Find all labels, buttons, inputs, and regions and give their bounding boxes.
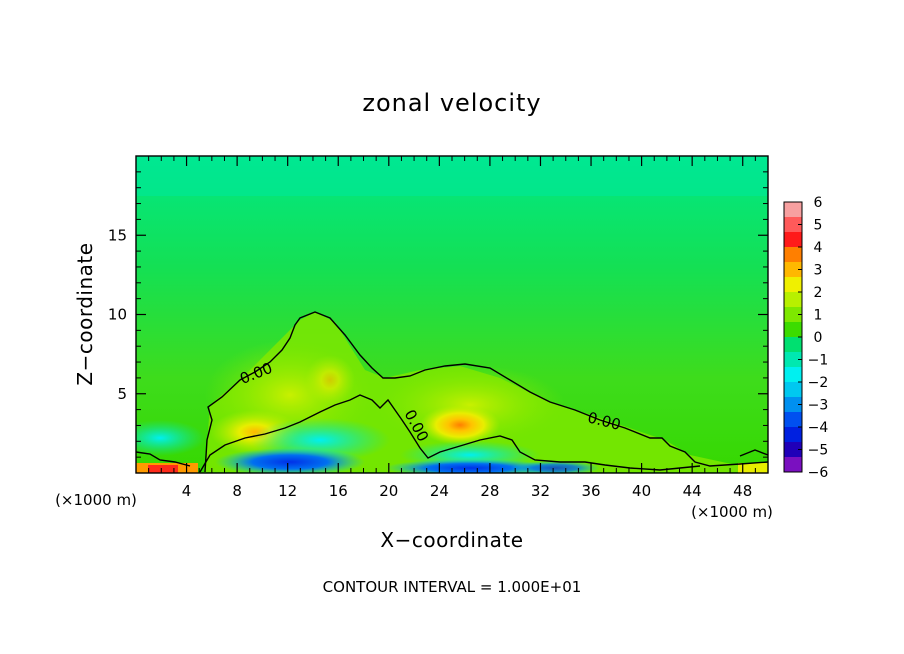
colorbar-swatch	[784, 277, 802, 293]
x-axis-label: X−coordinate	[380, 528, 523, 552]
colorbar-swatch	[784, 427, 802, 443]
colorbar-swatch	[784, 397, 802, 413]
x-unit-left: (×1000 m)	[55, 491, 137, 509]
x-axis-ticks: 4 8 12 16 20 24 28 32 36 40 44 48	[148, 156, 756, 500]
colorbar-swatch	[784, 367, 802, 383]
colorbar-tick-label: 4	[814, 240, 823, 256]
x-tick-label: 28	[480, 482, 499, 500]
colorbar-tick-label: 1	[814, 308, 823, 324]
x-tick-label: 24	[430, 482, 449, 500]
colorbar-swatch	[784, 337, 802, 353]
colorbar-swatch	[784, 307, 802, 323]
colorbar-tick-label: −4	[808, 420, 829, 436]
y-axis-label: Z−coordinate	[73, 242, 97, 385]
colorbar-swatch	[784, 262, 802, 278]
colorbar-tick-label: 5	[814, 218, 823, 234]
colorbar-tick-label: 0	[814, 330, 823, 346]
x-tick-label: 36	[581, 482, 600, 500]
x-tick-label: 48	[733, 482, 752, 500]
colorbar-swatch	[784, 322, 802, 338]
colorbar-tick-label: −1	[808, 353, 829, 369]
colorbar: 6 5 4 3 2 1 0 −1 −2 −3 −4 −5 −6	[783, 195, 829, 481]
colorbar-tick-label: −5	[808, 443, 829, 459]
y-tick-label: 10	[108, 306, 127, 324]
x-tick-label: 12	[278, 482, 297, 500]
y-tick-label: 5	[117, 385, 127, 403]
contour-interval-note: CONTOUR INTERVAL = 1.000E+01	[323, 578, 582, 596]
colorbar-swatch	[784, 247, 802, 263]
x-unit-right: (×1000 m)	[691, 503, 773, 521]
colorbar-tick-label: 6	[814, 195, 823, 211]
y-tick-label: 15	[108, 226, 127, 244]
colorbar-swatch	[784, 457, 802, 473]
colorbar-swatch	[784, 217, 802, 233]
colorbar-swatch	[784, 352, 802, 368]
colorbar-tick-label: 3	[814, 263, 823, 279]
colorbar-swatch	[784, 382, 802, 398]
zero-contours	[136, 311, 768, 473]
x-tick-label: 32	[531, 482, 550, 500]
colorbar-swatch	[784, 442, 802, 458]
colorbar-swatch	[784, 412, 802, 428]
colorbar-swatch	[784, 292, 802, 308]
y-axis-ticks: 5 10 15	[108, 171, 768, 458]
x-tick-label: 4	[182, 482, 192, 500]
colorbar-swatch	[784, 202, 802, 218]
x-tick-label: 44	[683, 482, 702, 500]
colorbar-tick-label: 2	[814, 285, 823, 301]
colorbar-tick-label: −3	[808, 398, 829, 414]
colorbar-tick-label: −2	[808, 375, 829, 391]
heatmap-field	[136, 156, 768, 473]
colorbar-tick-label: −6	[808, 465, 829, 481]
chart-title: zonal velocity	[362, 89, 541, 117]
x-tick-label: 20	[379, 482, 398, 500]
x-tick-label: 8	[232, 482, 242, 500]
x-tick-label: 16	[329, 482, 348, 500]
colorbar-swatch	[784, 232, 802, 248]
x-tick-label: 40	[632, 482, 651, 500]
